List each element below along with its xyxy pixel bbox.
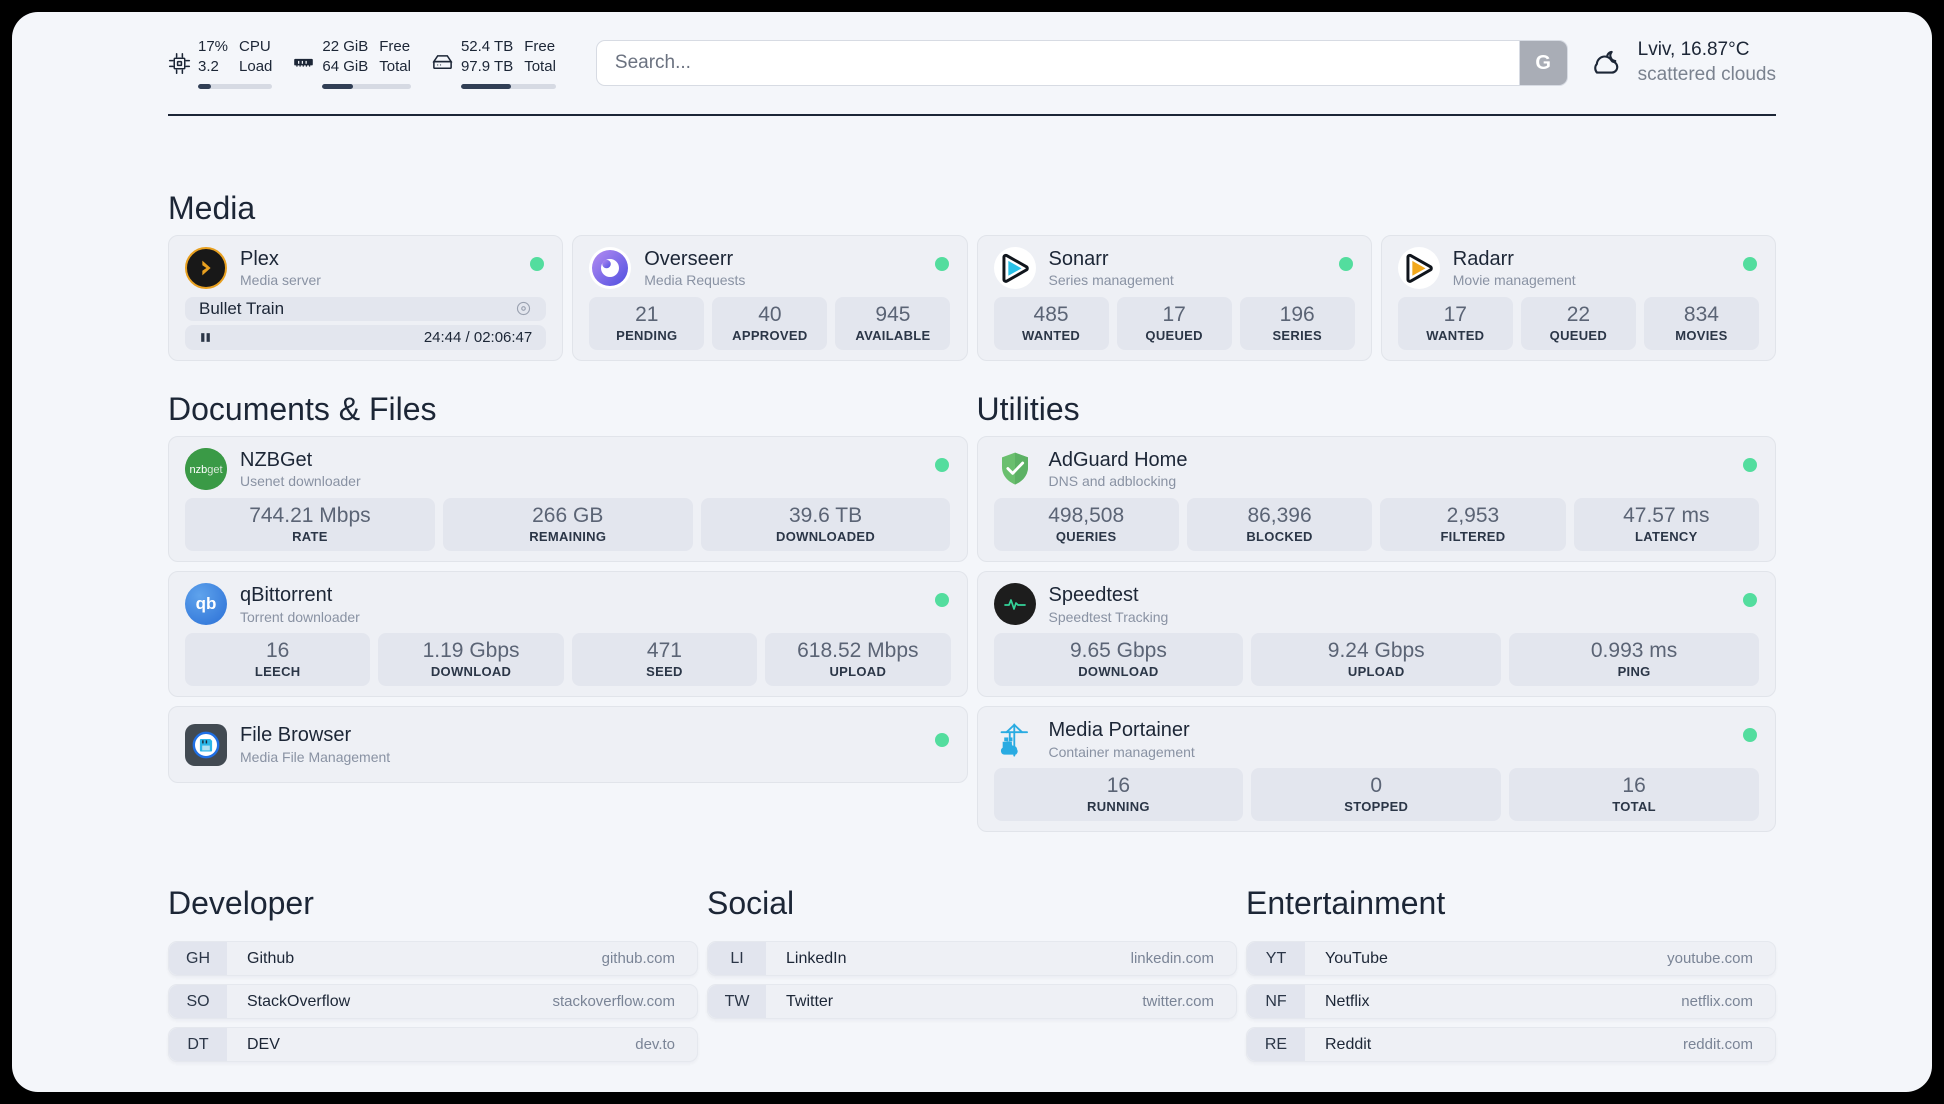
svg-text:nzbget: nzbget xyxy=(189,464,222,476)
